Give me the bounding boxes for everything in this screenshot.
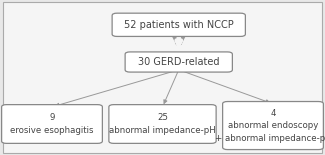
FancyBboxPatch shape bbox=[3, 2, 322, 153]
FancyBboxPatch shape bbox=[2, 105, 102, 143]
FancyBboxPatch shape bbox=[223, 102, 323, 150]
FancyBboxPatch shape bbox=[112, 13, 245, 36]
FancyBboxPatch shape bbox=[125, 52, 232, 72]
Text: 4
abnormal endoscopy
+ abnormal impedance-pH: 4 abnormal endoscopy + abnormal impedanc… bbox=[214, 108, 325, 143]
FancyBboxPatch shape bbox=[109, 105, 216, 143]
Text: 9
erosive esophagitis: 9 erosive esophagitis bbox=[10, 113, 94, 135]
Text: 30 GERD-related: 30 GERD-related bbox=[138, 57, 219, 67]
Text: 25
abnormal impedance-pH: 25 abnormal impedance-pH bbox=[109, 113, 216, 135]
Text: 52 patients with NCCP: 52 patients with NCCP bbox=[124, 20, 234, 30]
